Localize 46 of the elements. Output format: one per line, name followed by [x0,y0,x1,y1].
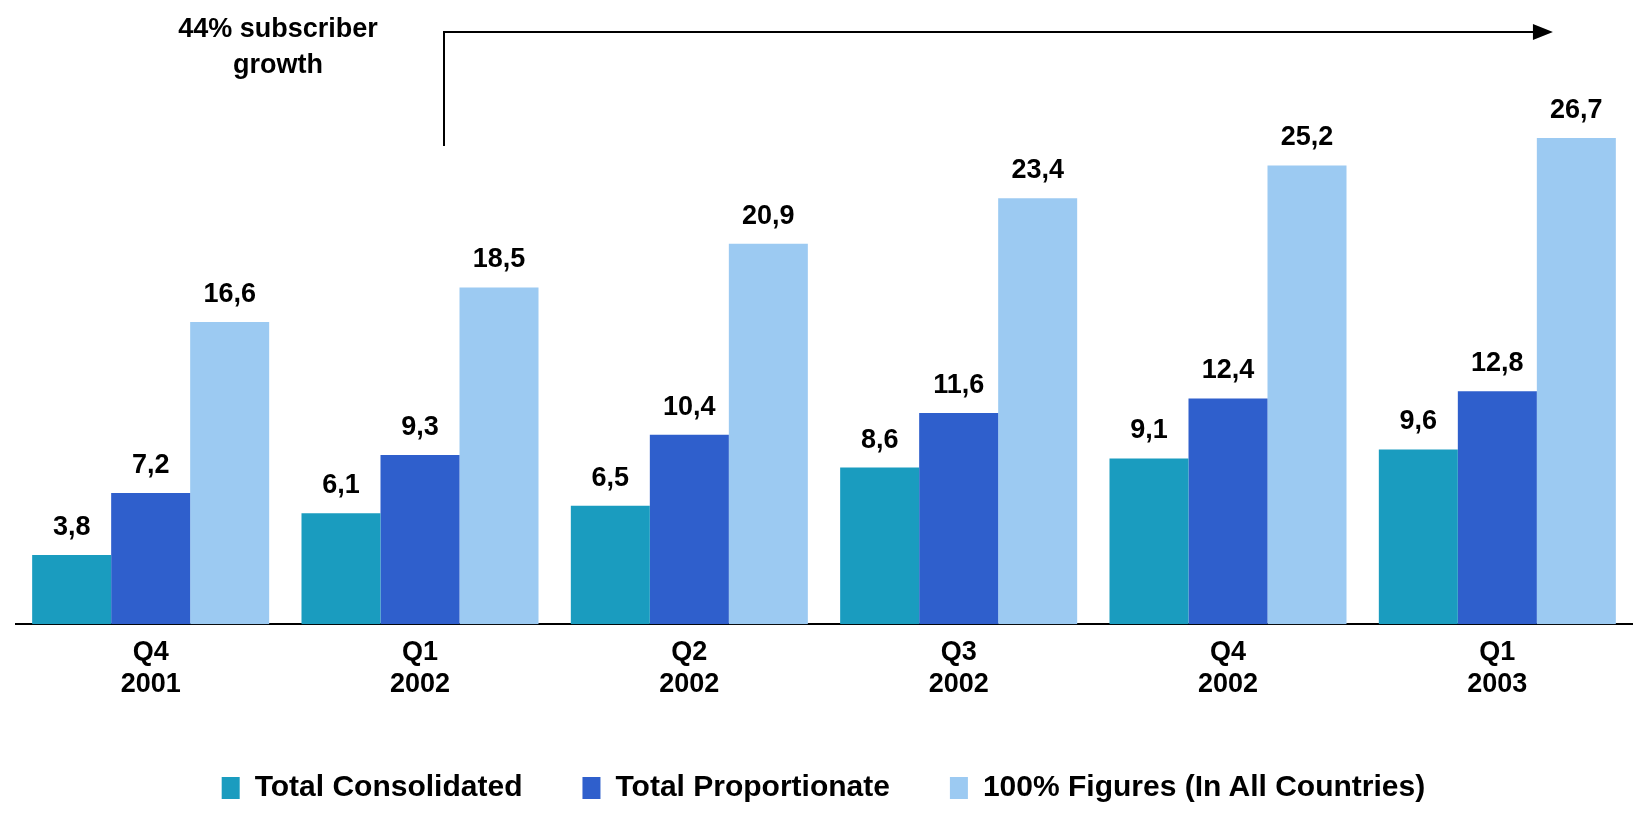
legend-label: Total Proportionate [615,769,890,803]
bar [728,243,808,625]
data-label: 9,1 [1130,414,1168,445]
bar [919,413,999,625]
legend-label: 100% Figures (In All Countries) [982,769,1426,803]
bar [1536,138,1616,625]
data-label: 10,4 [663,390,716,421]
x-tick-label: Q1 2003 [1467,635,1528,699]
bar [190,321,270,625]
bar [380,454,460,625]
x-tick-label: Q3 2002 [928,635,989,699]
bar [301,513,381,625]
bar [1378,449,1458,625]
data-label: 8,6 [860,423,899,454]
data-label: 11,6 [933,368,985,399]
data-label: 9,3 [401,410,439,441]
data-label: 25,2 [1280,121,1334,152]
legend-label: Total Consolidated [254,769,523,803]
x-tick-label: Q1 2002 [389,635,451,699]
bar [998,198,1078,625]
data-label: 18,5 [472,243,526,274]
text: 44% subscriber growth [178,12,379,79]
x-tick-label: Q4 2002 [1197,635,1259,699]
bar [111,493,191,625]
bar [1188,398,1268,625]
bar [570,505,650,625]
x-tick-label: Q2 2002 [659,635,720,699]
data-label: 23,4 [1011,154,1064,185]
data-label: 7,2 [131,449,170,480]
bar [1267,165,1347,625]
data-label: 9,6 [1399,405,1438,436]
bar [649,434,729,625]
data-label: 12,4 [1201,354,1255,385]
data-label: 20,9 [742,199,795,230]
data-label: 3,8 [52,510,91,541]
bar [1457,391,1537,625]
bar [32,555,112,625]
x-tick-label: Q4 2001 [120,635,181,699]
bar [1109,458,1189,625]
data-label: 6,1 [322,469,360,500]
bar [840,467,920,625]
data-label: 6,5 [591,461,630,492]
bar [459,287,539,625]
data-label: 26,7 [1550,94,1603,125]
data-label: 12,8 [1471,347,1524,378]
data-label: 16,6 [203,277,256,308]
